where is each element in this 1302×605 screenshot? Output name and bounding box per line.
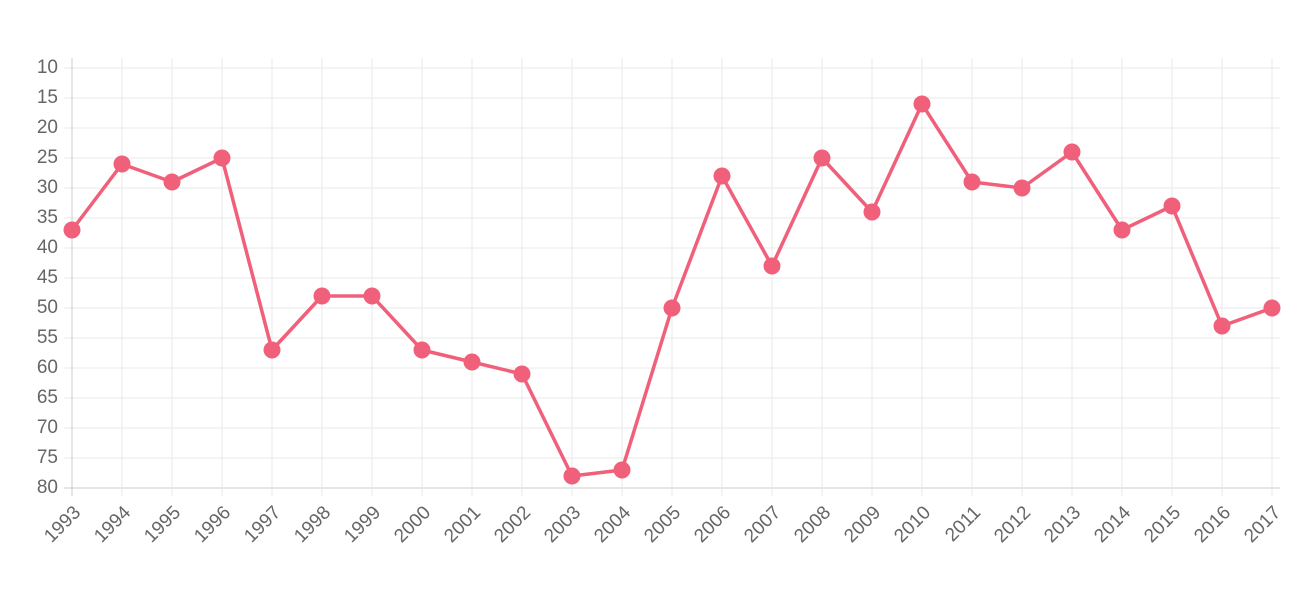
point <box>1013 179 1031 197</box>
y-tick-label: 25 <box>37 147 58 168</box>
x-tick-label: 1995 <box>140 502 185 547</box>
y-tick-label: 20 <box>37 117 58 138</box>
point <box>463 353 481 371</box>
y-tick-label: 10 <box>37 57 58 78</box>
point <box>363 287 381 305</box>
x-tick-label: 2007 <box>740 502 785 547</box>
x-tick-label: 2017 <box>1240 502 1285 547</box>
x-tick-label: 2012 <box>990 502 1035 547</box>
point <box>1163 197 1181 215</box>
x-tick-label: 2003 <box>540 502 585 547</box>
point <box>1063 143 1081 161</box>
point <box>313 287 331 305</box>
y-tick-label: 40 <box>37 237 58 258</box>
point <box>113 155 131 173</box>
y-tick-label: 75 <box>37 447 58 468</box>
x-tick-label: 2009 <box>840 502 885 547</box>
point <box>913 95 931 113</box>
x-tick-label: 1994 <box>90 502 135 547</box>
x-tick-label: 1993 <box>40 502 85 547</box>
point <box>613 461 631 479</box>
x-tick-label: 2004 <box>590 502 635 547</box>
y-tick-label: 60 <box>37 357 58 378</box>
y-tick-label: 70 <box>37 417 58 438</box>
x-tick-label: 2001 <box>440 502 485 547</box>
point <box>563 467 581 485</box>
y-tick-label: 55 <box>37 327 58 348</box>
point <box>863 203 881 221</box>
x-tick-label: 1998 <box>290 502 335 547</box>
x-tick-label: 2008 <box>790 502 835 547</box>
point <box>1263 299 1281 317</box>
y-tick-label: 65 <box>37 387 58 408</box>
y-tick-label: 45 <box>37 267 58 288</box>
x-tick-label: 1997 <box>240 502 285 547</box>
x-tick-label: 2016 <box>1190 502 1235 547</box>
point <box>413 341 431 359</box>
x-tick-label: 1996 <box>190 502 235 547</box>
y-tick-label: 50 <box>37 297 58 318</box>
point <box>763 257 781 275</box>
x-tick-label: 2000 <box>390 502 435 547</box>
point <box>663 299 681 317</box>
x-tick-label: 2013 <box>1040 502 1085 547</box>
point <box>1213 317 1231 335</box>
x-tick-label: 2005 <box>640 502 685 547</box>
point <box>713 167 731 185</box>
x-tick-label: 2010 <box>890 502 935 547</box>
point <box>163 173 181 191</box>
point <box>263 341 281 359</box>
x-tick-label: 2006 <box>690 502 735 547</box>
x-tick-label: 1999 <box>340 502 385 547</box>
point <box>813 149 831 167</box>
y-tick-label: 35 <box>37 207 58 228</box>
point <box>513 365 531 383</box>
y-tick-label: 30 <box>37 177 58 198</box>
x-tick-label: 2011 <box>941 502 985 546</box>
y-tick-label: 80 <box>37 477 58 498</box>
point <box>963 173 981 191</box>
y-tick-label: 15 <box>37 87 58 108</box>
x-tick-label: 2015 <box>1140 502 1185 547</box>
x-tick-label: 2002 <box>490 502 535 547</box>
x-tick-label: 2014 <box>1090 502 1135 547</box>
point <box>1113 221 1131 239</box>
point <box>213 149 231 167</box>
point <box>63 221 81 239</box>
